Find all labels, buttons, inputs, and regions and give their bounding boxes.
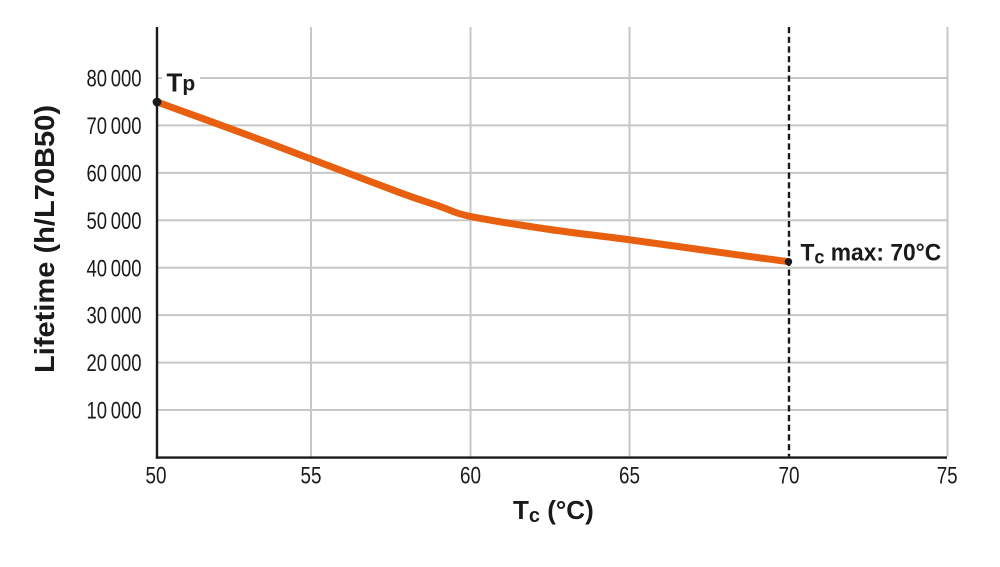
svg-text:Tp: Tp xyxy=(167,68,196,98)
svg-text:80 000: 80 000 xyxy=(87,66,142,93)
svg-text:Lifetime (h/L70B50): Lifetime (h/L70B50) xyxy=(29,105,60,373)
svg-text:60 000: 60 000 xyxy=(87,161,142,188)
svg-text:40 000: 40 000 xyxy=(87,255,142,282)
svg-text:75: 75 xyxy=(937,463,958,490)
svg-text:60: 60 xyxy=(460,463,481,490)
svg-text:10 000: 10 000 xyxy=(87,398,142,425)
svg-text:50: 50 xyxy=(146,463,167,490)
svg-text:Tc (°C): Tc (°C) xyxy=(513,495,594,527)
svg-text:30 000: 30 000 xyxy=(87,303,142,330)
svg-text:20 000: 20 000 xyxy=(87,350,142,377)
svg-text:70 000: 70 000 xyxy=(87,113,142,140)
svg-text:65: 65 xyxy=(619,463,640,490)
svg-text:50 000: 50 000 xyxy=(87,208,142,235)
svg-text:Tc max: 70°C: Tc max: 70°C xyxy=(801,239,942,268)
svg-text:55: 55 xyxy=(301,463,322,490)
svg-text:70: 70 xyxy=(779,463,800,490)
